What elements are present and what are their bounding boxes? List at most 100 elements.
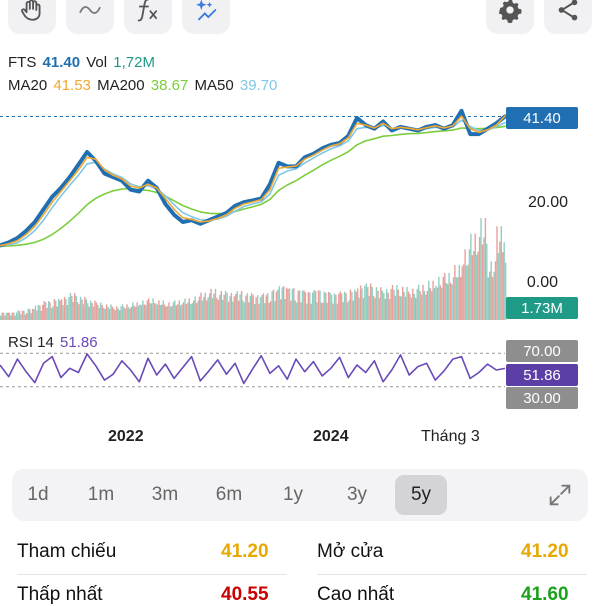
chart-area[interactable]: FTS 41.40 Vol 1,72M MA20 41.53 MA200 38.… [0, 40, 600, 460]
volume-bar [84, 296, 86, 320]
volume-bar [386, 289, 388, 320]
low-value: 40.55 [221, 584, 269, 605]
volume-bar [87, 303, 89, 320]
volume-bar [255, 297, 257, 320]
volume-bar [39, 305, 41, 320]
volume-bar [94, 300, 96, 320]
volume-bar [467, 264, 469, 320]
volume-bar [384, 298, 386, 320]
volume-bar [313, 290, 315, 320]
volume-bar [444, 272, 446, 320]
volume-bar [17, 310, 19, 320]
volume-bar [108, 308, 111, 320]
volume-bar [381, 290, 384, 320]
volume-bar [298, 290, 301, 320]
volume-bar [82, 304, 85, 320]
series-ma200-line [0, 125, 506, 248]
ai-analysis-button[interactable] [182, 0, 230, 34]
volume-bar [348, 300, 350, 320]
volume-bar [209, 293, 211, 320]
volume-bar [116, 306, 118, 320]
line-tool-button[interactable] [66, 0, 114, 34]
volume-bar [60, 299, 63, 320]
volume-bar [175, 305, 177, 320]
share-button[interactable] [544, 0, 592, 34]
volume-bar [426, 290, 428, 320]
volume-bar [461, 266, 463, 320]
volume-bar [193, 300, 195, 320]
volume-bar [88, 306, 90, 320]
volume-bar [505, 262, 507, 320]
period-1m[interactable]: 1m [87, 484, 115, 505]
volume-bar [49, 302, 51, 320]
period-1d[interactable]: 1d [27, 484, 49, 505]
expand-button[interactable] [546, 481, 574, 509]
volume-bar [216, 297, 218, 320]
volume-bar [494, 261, 497, 320]
volume-bar [375, 287, 378, 320]
volume-bar [161, 304, 163, 320]
volume-bar [457, 277, 459, 320]
volume-bar [107, 306, 109, 320]
volume-bar [18, 310, 21, 320]
indicator-button[interactable] [124, 0, 172, 34]
volume-bar [105, 304, 108, 320]
volume-bar [177, 304, 179, 320]
volume-bar [481, 244, 484, 320]
volume-bar [259, 297, 262, 320]
volume-bar [50, 308, 53, 320]
y-tick-20: 20.00 [527, 194, 568, 211]
volume-bar [182, 302, 185, 320]
volume-bar [455, 277, 458, 320]
volume-bar [104, 308, 106, 320]
volume-bar [254, 304, 256, 320]
volume-bar [323, 291, 325, 320]
volume-bar [416, 288, 418, 320]
period-selector: 1d 1m 3m 6m 1y 3y 5y [12, 469, 588, 521]
volume-bar [320, 302, 323, 320]
volume-bar [7, 312, 9, 320]
volume-bar [55, 300, 57, 320]
volume-bar [261, 295, 263, 320]
open-value: 41.20 [521, 541, 569, 562]
volume-bar [16, 312, 18, 320]
volume-bar [59, 300, 61, 320]
legend-price-row: FTS 41.40 Vol 1,72M [8, 54, 157, 71]
volume-bar [204, 292, 206, 320]
volume-bar [267, 293, 269, 320]
volume-bar [412, 288, 414, 320]
period-3y[interactable]: 3y [346, 484, 368, 505]
sparkle-icon [196, 0, 217, 21]
volume-bar [95, 302, 98, 320]
period-3m[interactable]: 3m [151, 484, 179, 505]
x-tick-2024: 2024 [313, 428, 349, 445]
volume-bar [213, 293, 215, 320]
period-6m[interactable]: 6m [215, 484, 243, 505]
volume-bar [233, 296, 235, 320]
volume-bar [439, 285, 442, 320]
volume-bar [249, 295, 251, 320]
volume-bar [214, 288, 217, 320]
volume-bar [245, 295, 247, 320]
volume-bar [407, 291, 410, 320]
volume-bar [40, 310, 42, 320]
volume-bar [290, 300, 292, 320]
volume-bar [429, 288, 431, 320]
settings-button[interactable] [486, 0, 534, 34]
volume-bar [362, 297, 365, 320]
volume-bar [336, 303, 339, 320]
hand-tool-button[interactable] [8, 0, 56, 34]
volume-bar [468, 249, 471, 320]
volume-bar [371, 287, 373, 320]
volume-bar [338, 293, 340, 320]
period-5y[interactable]: 5y [395, 475, 447, 515]
volume-bar [66, 305, 69, 320]
volume-bar [388, 299, 391, 320]
volume-bar [145, 305, 147, 320]
volume-bar [31, 308, 34, 320]
period-1y[interactable]: 1y [282, 484, 304, 505]
price-chart[interactable] [0, 40, 600, 460]
volume-bar [120, 306, 122, 320]
volume-bar [325, 292, 327, 320]
volume-bar [409, 294, 411, 320]
